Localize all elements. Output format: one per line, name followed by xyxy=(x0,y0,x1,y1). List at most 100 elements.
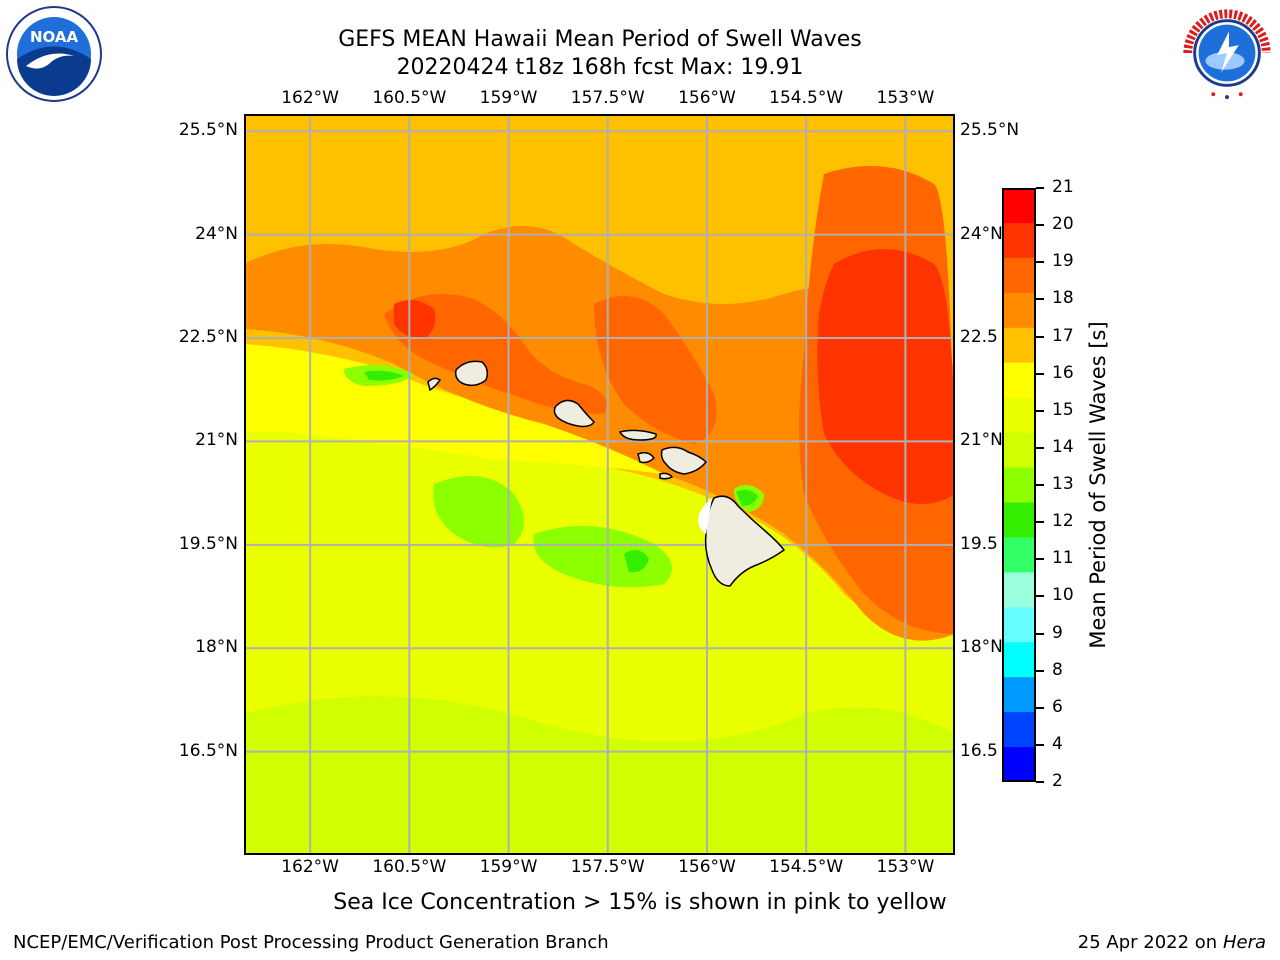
credit-text: NCEP/EMC/Verification Post Processing Pr… xyxy=(13,932,609,953)
colorbar-tick-mark-2 xyxy=(1036,261,1044,264)
colorbar-segment-6 xyxy=(1002,397,1036,434)
island-maui xyxy=(660,446,708,475)
svg-text:NOAA: NOAA xyxy=(30,28,79,46)
colorbar-tick-mark-7 xyxy=(1036,446,1044,449)
colorbar-tick-label-16: 2 xyxy=(1052,771,1063,791)
colorbar-tick-mark-10 xyxy=(1036,558,1044,561)
field-band-13-a xyxy=(433,476,524,548)
colorbar-tick-label-8: 13 xyxy=(1052,474,1074,494)
lat-tick-right-0: 25.5°N xyxy=(960,120,1020,141)
lat-tick-right-6: 16.5 xyxy=(960,740,998,761)
colorbar-segment-0 xyxy=(1002,188,1036,224)
hawaiian-islands xyxy=(427,360,786,587)
colorbar-tick-label-2: 19 xyxy=(1052,251,1074,272)
field-band-12-c xyxy=(736,489,758,506)
colorbar-segment-11 xyxy=(1002,572,1036,608)
colorbar-tick-label-0: 21 xyxy=(1052,177,1074,197)
colorbar-segment-5 xyxy=(1002,362,1036,399)
missing-data-area xyxy=(698,498,712,534)
lon-tick-top-1: 160.5°W xyxy=(372,88,447,108)
island-kahoolawe xyxy=(659,472,674,480)
lat-tick-right-4: 19.5 xyxy=(960,533,998,554)
colorbar-segment-4 xyxy=(1002,327,1036,364)
lon-tick-bottom-2: 159°W xyxy=(479,857,538,877)
run-date-machine: Hera xyxy=(1222,932,1266,953)
colorbar-tick-mark-4 xyxy=(1036,335,1044,338)
colorbar-tick-mark-1 xyxy=(1036,224,1044,227)
lat-tick-left-6: 16.5°N xyxy=(178,740,238,761)
lat-tick-left-3: 21°N xyxy=(195,430,238,451)
colorbar-frame xyxy=(1002,188,1036,782)
colorbar-tick-label-3: 18 xyxy=(1052,288,1074,309)
lon-tick-top-5: 154.5°W xyxy=(769,88,844,108)
lat-tick-left-1: 24°N xyxy=(195,223,238,244)
chart-title-line-2: 20220424 t18z 168h fcst Max: 19.91 xyxy=(396,55,804,80)
lat-tick-right-2: 22.5 xyxy=(960,327,998,348)
island-kauai xyxy=(454,360,489,387)
lon-tick-bottom-6: 153°W xyxy=(876,857,935,877)
run-date-prefix: 25 Apr 2022 on xyxy=(1077,932,1223,953)
colorbar-tick-label-6: 15 xyxy=(1052,399,1074,420)
colorbar-tick-mark-0 xyxy=(1036,187,1044,189)
colorbar-tick-mark-6 xyxy=(1036,409,1044,412)
lat-tick-left-2: 22.5°N xyxy=(178,327,238,348)
colorbar-tick-mark-11 xyxy=(1036,595,1044,598)
lat-tick-right-5: 18°N xyxy=(960,637,1003,658)
colorbar-tick-label-12: 9 xyxy=(1052,622,1063,643)
national-weather-service-logo xyxy=(1179,5,1275,101)
lat-tick-left-5: 18°N xyxy=(195,637,238,658)
colorbar-tick-mark-15 xyxy=(1036,743,1044,746)
field-band-19-west xyxy=(384,294,607,414)
field-band-12-a xyxy=(624,550,649,573)
colorbar-tick-mark-16 xyxy=(1036,781,1044,783)
colorbar-tick-mark-14 xyxy=(1036,706,1044,709)
colorbar-tick-label-4: 17 xyxy=(1052,325,1074,346)
lon-tick-top-0: 162°W xyxy=(281,88,339,108)
colorbar-segment-16 xyxy=(1002,747,1036,782)
colorbar-tick-label-14: 6 xyxy=(1052,696,1063,717)
lon-tick-top-2: 159°W xyxy=(479,88,538,108)
map-grid xyxy=(244,114,955,855)
colorbar-segment-2 xyxy=(1002,257,1036,294)
colorbar-tick-label-5: 16 xyxy=(1052,362,1074,383)
lon-tick-bottom-0: 162°W xyxy=(281,857,339,877)
field-south-band xyxy=(244,696,955,855)
colorbar-segment-10 xyxy=(1002,537,1036,573)
colorbar-tick-mark-8 xyxy=(1036,484,1044,486)
lat-tick-right-1: 24°N xyxy=(960,223,1003,244)
colorbar-tick-label-11: 10 xyxy=(1052,585,1074,606)
colorbar-tick-mark-5 xyxy=(1036,372,1044,375)
island-molokai xyxy=(618,429,657,441)
colorbar-tick-mark-3 xyxy=(1036,298,1044,301)
colorbar-segment-12 xyxy=(1002,607,1036,643)
colorbar-segment-3 xyxy=(1002,292,1036,329)
colorbar-segment-1 xyxy=(1002,222,1036,259)
colorbar-label: Mean Period of Swell Waves [s] xyxy=(1086,321,1110,649)
field-band-13-b xyxy=(533,526,672,588)
lon-tick-bottom-3: 157.5°W xyxy=(570,857,645,877)
lon-tick-bottom-4: 156°W xyxy=(678,857,736,877)
field-band-20-east xyxy=(817,249,955,504)
run-date: 25 Apr 2022 on Hera xyxy=(1078,932,1266,953)
colorbar-tick-label-7: 14 xyxy=(1052,436,1074,457)
island-oahu xyxy=(553,399,595,428)
colorbar-segment-15 xyxy=(1002,712,1036,748)
colorbar xyxy=(1002,188,1036,782)
lat-tick-right-3: 21°N xyxy=(960,430,1003,451)
noaa-logo: NOAA xyxy=(6,6,102,102)
colorbar-segment-7 xyxy=(1002,432,1036,469)
colorbar-segment-14 xyxy=(1002,677,1036,713)
lon-tick-top-3: 157.5°W xyxy=(570,88,645,108)
field-band-19-central xyxy=(594,296,717,444)
field-band-20-west xyxy=(394,300,436,339)
island-lanai xyxy=(637,451,655,464)
chart-title-line-1: GEFS MEAN Hawaii Mean Period of Swell Wa… xyxy=(338,27,862,52)
colorbar-tick-label-13: 8 xyxy=(1052,659,1063,680)
colorbar-tick-label-15: 4 xyxy=(1052,733,1063,754)
lon-tick-top-6: 153°W xyxy=(876,88,935,108)
colorbar-tick-label-1: 20 xyxy=(1052,214,1074,235)
colorbar-segment-9 xyxy=(1002,502,1036,538)
colorbar-tick-mark-9 xyxy=(1036,521,1044,524)
map-frame xyxy=(244,114,955,855)
lon-tick-bottom-5: 154.5°W xyxy=(769,857,844,877)
